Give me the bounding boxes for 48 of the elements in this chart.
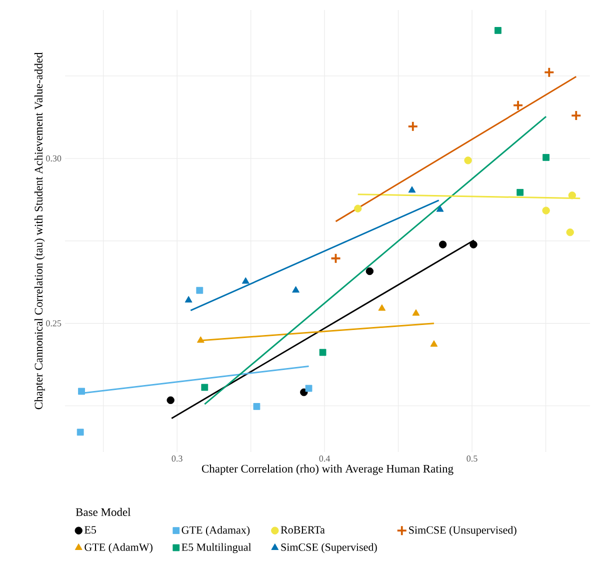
x-tick-label: 0.4 xyxy=(319,456,330,462)
point xyxy=(76,428,84,436)
point xyxy=(408,186,416,193)
legend-label: RoBERTa xyxy=(280,526,325,534)
point xyxy=(544,66,555,78)
point xyxy=(184,296,192,303)
point xyxy=(201,384,208,391)
x-tick-label: 0.5 xyxy=(466,456,478,462)
point xyxy=(253,403,260,410)
point xyxy=(242,277,250,284)
y-tick-label: 0.30 xyxy=(46,155,62,162)
point xyxy=(430,340,438,347)
point xyxy=(566,228,574,236)
y-tick-label: 0.25 xyxy=(46,320,62,326)
point xyxy=(196,336,204,343)
point xyxy=(438,240,447,248)
point xyxy=(354,204,362,212)
point xyxy=(412,309,420,316)
point xyxy=(570,110,582,121)
point xyxy=(512,100,524,111)
point xyxy=(436,205,444,212)
legend-label: E5 xyxy=(84,526,96,534)
y-axis-title: Chapter Cannonical Correlation (tau) with Student Achievement Value-added xyxy=(34,52,45,410)
point xyxy=(568,192,576,200)
point xyxy=(330,252,342,264)
point xyxy=(319,348,326,356)
legend-label: SimCSE (Supervised) xyxy=(281,543,377,554)
point xyxy=(516,188,524,196)
point xyxy=(378,304,386,311)
x-axis-title: Chapter Correlation (rho) with Average Human Rating xyxy=(202,464,454,475)
x-tick-label: 0.3 xyxy=(172,456,182,462)
point xyxy=(196,286,204,294)
point xyxy=(366,267,374,276)
legend-label: E5 Multilingual xyxy=(182,543,252,554)
point xyxy=(166,396,174,404)
point xyxy=(78,388,85,395)
point xyxy=(542,154,550,161)
legend-label: SimCSE (Unsupervised) xyxy=(409,526,516,536)
legend-title: Base Model xyxy=(76,508,131,516)
point xyxy=(470,240,478,248)
point xyxy=(305,384,312,392)
point xyxy=(494,26,502,34)
point xyxy=(292,286,300,293)
legend-label: GTE (Adamax) xyxy=(182,526,250,536)
point xyxy=(464,156,472,164)
point xyxy=(407,120,418,132)
legend-label: GTE (AdamW) xyxy=(84,543,152,554)
point xyxy=(542,206,550,214)
